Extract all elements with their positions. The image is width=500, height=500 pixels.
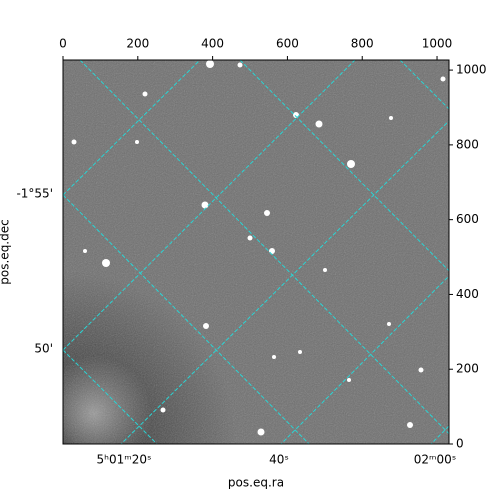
- ra-label: 02ᵐ00ˢ: [414, 453, 457, 467]
- ra-label: 40ˢ: [269, 453, 289, 467]
- sky-image: [63, 60, 449, 444]
- y-axis-title: pos.eq.dec: [0, 219, 12, 284]
- y-tick-label: 400: [456, 287, 479, 301]
- coordinate-grid: [63, 60, 449, 444]
- frame: [62, 59, 450, 445]
- dec-label: -1°55': [16, 187, 53, 201]
- ra-label: 5ʰ01ᵐ20ˢ: [97, 453, 152, 467]
- y-tick-label: 1000: [456, 63, 487, 77]
- x-axis-title: pos.eq.ra: [228, 476, 284, 490]
- y-tick-label: 800: [456, 137, 479, 151]
- x-tick-label: 1000: [422, 37, 453, 51]
- x-tick-label: 600: [276, 37, 299, 51]
- x-tick-label: 800: [351, 37, 374, 51]
- x-tick-label: 400: [201, 37, 224, 51]
- y-tick-label: 600: [456, 212, 479, 226]
- x-tick-label: 0: [59, 37, 67, 51]
- x-tick-label: 200: [126, 37, 149, 51]
- dec-label: 50': [34, 342, 53, 356]
- y-tick-label: 0: [456, 437, 464, 451]
- y-tick-label: 200: [456, 362, 479, 376]
- stars: [71, 60, 446, 436]
